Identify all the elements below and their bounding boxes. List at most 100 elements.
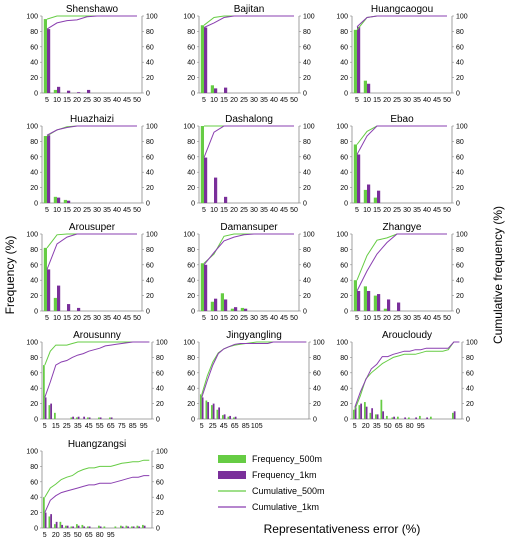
y-tick-label-left: 40 xyxy=(30,60,38,67)
x-tick-label: 10 xyxy=(53,207,61,214)
x-tick-label: 5 xyxy=(45,315,49,322)
line-Cumulative_500m xyxy=(356,125,447,145)
x-tick-label: 35 xyxy=(413,315,421,322)
y-tick-label-right: 0 xyxy=(456,91,460,98)
bar-Frequency_500m xyxy=(97,525,100,528)
bar-Frequency_500m xyxy=(70,417,73,419)
x-tick-label: 35 xyxy=(63,532,71,539)
y-tick-label-right: 20 xyxy=(146,75,154,82)
bar-Frequency_500m xyxy=(373,197,377,203)
x-tick-label: 85 xyxy=(129,423,137,430)
x-tick-label: 30 xyxy=(250,315,258,322)
y-tick-label-right: 40 xyxy=(146,60,154,67)
bar-Frequency_1km xyxy=(376,414,379,419)
y-tick-label-right: 60 xyxy=(303,44,311,51)
bar-Frequency_1km xyxy=(214,298,218,311)
chart-panel: Jingyangling 0 0 20 20 40 40 60 60 80 80 100 100 5 25 4… xyxy=(183,330,324,430)
bar-Frequency_500m xyxy=(125,525,128,528)
bar-Frequency_500m xyxy=(48,405,51,419)
line-Cumulative_500m xyxy=(356,233,447,281)
y-tick-label-left: 100 xyxy=(26,14,38,21)
x-tick-label: 50 xyxy=(443,207,451,214)
bar-Frequency_500m xyxy=(358,405,361,419)
y-tick-label-left: 40 xyxy=(30,170,38,177)
x-tick-label: 50 xyxy=(443,315,451,322)
x-tick-label: 45 xyxy=(280,97,288,104)
y-tick-label-right: 0 xyxy=(303,91,307,98)
y-tick-label-right: 0 xyxy=(146,91,150,98)
x-tick-label: 45 xyxy=(433,315,441,322)
x-tick-label: 50 xyxy=(74,532,82,539)
bar-Frequency_500m xyxy=(352,409,355,419)
legend-label: Cumulative_1km xyxy=(252,502,319,512)
line-Cumulative_1km xyxy=(46,125,137,136)
y-tick-label-right: 60 xyxy=(303,262,311,269)
y-tick-label-left: 0 xyxy=(34,309,38,316)
y-tick-label-right: 40 xyxy=(156,495,164,502)
y-tick-label-left: 20 xyxy=(340,185,348,192)
y-tick-label-left: 0 xyxy=(191,417,195,424)
chart-title: Huangzangsi xyxy=(68,439,126,450)
y-tick-label-left: 20 xyxy=(30,185,38,192)
x-tick-label: 30 xyxy=(403,97,411,104)
bar-Frequency_1km xyxy=(67,200,71,203)
x-tick-label: 20 xyxy=(52,532,60,539)
line-Cumulative_1km xyxy=(46,233,137,270)
x-tick-label: 10 xyxy=(363,97,371,104)
chart-title: Jingyangling xyxy=(226,330,282,341)
bar-Frequency_1km xyxy=(55,521,58,528)
y-tick-label-right: 80 xyxy=(303,139,311,146)
x-tick-label: 40 xyxy=(270,97,278,104)
bar-Frequency_1km xyxy=(67,304,71,311)
x-tick-label: 30 xyxy=(250,207,258,214)
x-tick-label: 35 xyxy=(413,97,421,104)
y-tick-label-left: 100 xyxy=(26,124,38,131)
bar-Frequency_1km xyxy=(88,417,91,419)
x-tick-label: 20 xyxy=(230,97,238,104)
bar-Frequency_1km xyxy=(223,414,226,419)
y-tick-label-left: 40 xyxy=(187,60,195,67)
bar-Frequency_1km xyxy=(426,417,429,419)
bar-Frequency_1km xyxy=(72,416,75,419)
x-tick-label: 50 xyxy=(384,423,392,430)
x-tick-label: 35 xyxy=(103,315,111,322)
y-tick-label-left: 60 xyxy=(187,370,195,377)
bar-Frequency_500m xyxy=(199,394,202,419)
x-tick-label: 30 xyxy=(93,315,101,322)
bar-Frequency_500m xyxy=(200,25,204,94)
bar-Frequency_500m xyxy=(451,412,454,419)
y-tick-label-left: 60 xyxy=(30,44,38,51)
y-tick-label-right: 40 xyxy=(456,60,464,67)
x-tick-label: 5 xyxy=(355,315,359,322)
bar-Frequency_500m xyxy=(232,417,235,419)
x-tick-label: 25 xyxy=(240,315,248,322)
x-tick-label: 5 xyxy=(355,97,359,104)
bar-Frequency_1km xyxy=(207,402,210,419)
y-tick-label-right: 60 xyxy=(456,262,464,269)
bar-Frequency_500m xyxy=(53,89,57,93)
x-tick-label: 15 xyxy=(63,97,71,104)
y-tick-label-left: 0 xyxy=(34,526,38,533)
line-Cumulative_1km xyxy=(44,341,150,398)
bar-Frequency_500m xyxy=(374,414,377,419)
y-tick-label-left: 20 xyxy=(187,185,195,192)
bar-Frequency_1km xyxy=(121,526,124,528)
bar-Frequency_500m xyxy=(42,365,45,419)
bar-Frequency_1km xyxy=(214,177,218,203)
x-tick-label: 5 xyxy=(202,315,206,322)
y-tick-label-right: 20 xyxy=(146,185,154,192)
x-tick-label: 25 xyxy=(240,97,248,104)
y-tick-label-right: 80 xyxy=(303,29,311,36)
x-tick-label: 20 xyxy=(73,97,81,104)
y-tick-label-right: 60 xyxy=(466,370,474,377)
y-tick-label-left: 20 xyxy=(340,401,348,408)
x-tick-label: 45 xyxy=(280,207,288,214)
x-tick-label: 15 xyxy=(373,97,381,104)
x-tick-label: 65 xyxy=(395,423,403,430)
y-tick-label-left: 40 xyxy=(187,278,195,285)
x-tick-label: 30 xyxy=(250,97,258,104)
bar-Frequency_1km xyxy=(367,83,371,93)
